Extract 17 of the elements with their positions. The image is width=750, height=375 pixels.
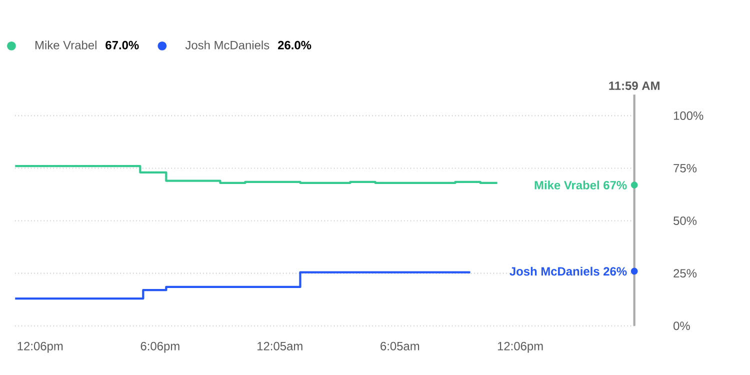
y-tick-label: 0% — [674, 322, 690, 330]
text: 26.0% — [278, 40, 312, 50]
annotation: Mike Vrabel 67% — [534, 180, 627, 190]
y-tick-label: 100% — [674, 111, 704, 120]
x-tick-label: 12:06pm — [18, 342, 63, 353]
x-tick-label: 6:05am — [380, 342, 420, 350]
annotation: Josh McDaniels 26% — [510, 266, 627, 276]
text: 67.0% — [106, 40, 139, 50]
y-tick-label: 25% — [674, 269, 697, 278]
x-tick-label: 12:05am — [258, 342, 302, 350]
legend-label: Mike Vrabel — [36, 40, 96, 50]
y-tick-label: 75% — [674, 164, 697, 172]
text: 11:59 AM — [609, 81, 660, 90]
legend-label: Josh McDaniels — [185, 40, 270, 50]
x-tick-label: 12:06pm — [498, 342, 543, 353]
y-tick-label: 50% — [674, 216, 697, 226]
x-tick-label: 6:06pm — [140, 342, 180, 353]
